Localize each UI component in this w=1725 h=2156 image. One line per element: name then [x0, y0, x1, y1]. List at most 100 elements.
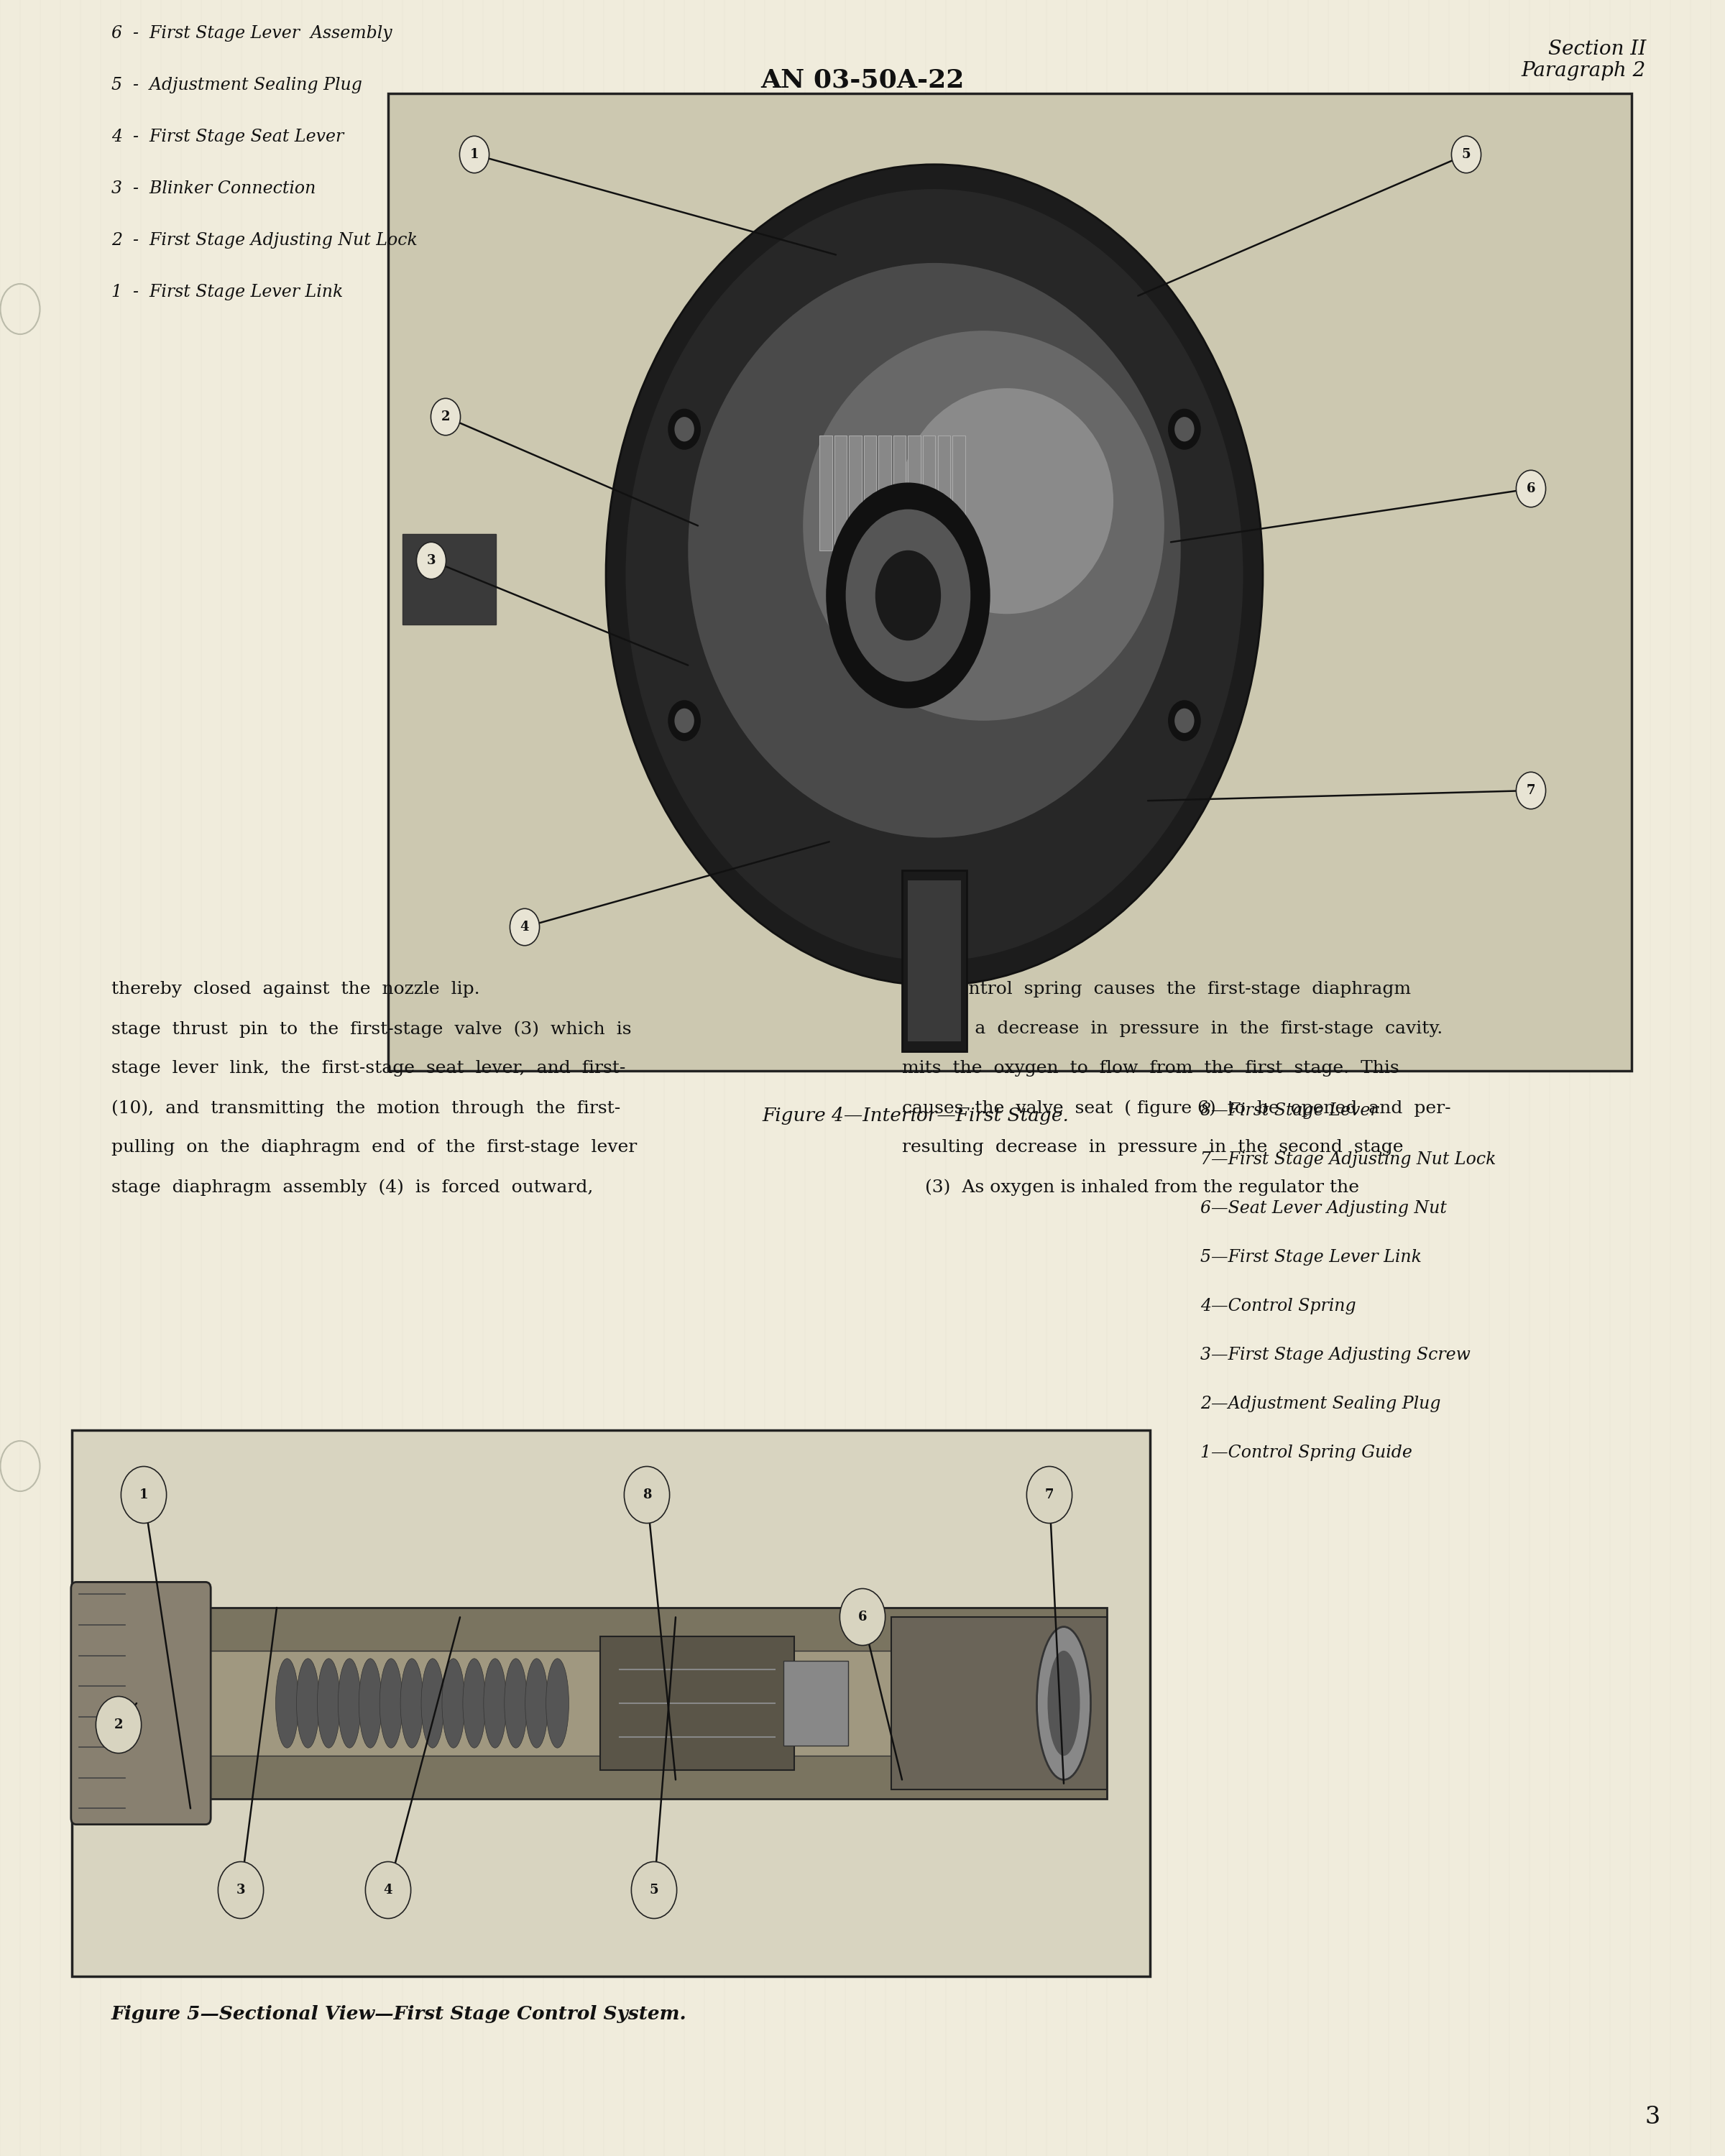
Text: 2: 2 [442, 410, 450, 423]
Ellipse shape [1168, 701, 1201, 742]
Text: resulting  decrease  in  pressure  in  the  second  stage: resulting decrease in pressure in the se… [902, 1138, 1404, 1156]
Bar [819, 436, 831, 550]
Bar [878, 436, 892, 550]
Ellipse shape [1516, 772, 1546, 808]
Text: 6: 6 [857, 1611, 868, 1623]
Text: 1: 1 [469, 149, 480, 162]
Ellipse shape [297, 1658, 319, 1749]
Ellipse shape [511, 908, 540, 946]
Ellipse shape [317, 1658, 340, 1749]
Ellipse shape [804, 330, 1164, 720]
Ellipse shape [97, 1697, 141, 1753]
Bar [783, 1660, 849, 1746]
Ellipse shape [421, 1658, 443, 1749]
Text: 3: 3 [426, 554, 436, 567]
Ellipse shape [380, 1658, 402, 1749]
Ellipse shape [0, 285, 40, 334]
Text: 6  -  First Stage Lever  Assembly: 6 - First Stage Lever Assembly [112, 26, 392, 41]
Ellipse shape [547, 1658, 569, 1749]
Text: 3: 3 [236, 1884, 245, 1897]
Text: 6—Seat Lever Adjusting Nut: 6—Seat Lever Adjusting Nut [1201, 1201, 1447, 1216]
Bar [923, 436, 935, 550]
Ellipse shape [845, 509, 971, 681]
Ellipse shape [400, 1658, 423, 1749]
Ellipse shape [668, 410, 700, 451]
Ellipse shape [504, 1658, 528, 1749]
Text: stage  diaphragm  assembly  (4)  is  forced  outward,: stage diaphragm assembly (4) is forced o… [112, 1179, 593, 1197]
Ellipse shape [524, 1658, 549, 1749]
Ellipse shape [1175, 416, 1194, 442]
Text: (3)  As oxygen is inhaled from the regulator the: (3) As oxygen is inhaled from the regula… [902, 1179, 1359, 1197]
Ellipse shape [0, 1440, 40, 1492]
Bar [849, 436, 861, 550]
Bar [907, 436, 921, 550]
Bar [938, 436, 950, 550]
Bar [892, 1617, 1107, 1789]
Text: Figure 5—Sectional View—First Stage Control System.: Figure 5—Sectional View—First Stage Cont… [112, 2005, 687, 2022]
Bar [159, 1651, 1064, 1755]
Ellipse shape [674, 709, 693, 733]
Bar [388, 93, 1632, 1072]
Bar [894, 436, 906, 550]
Text: 6: 6 [1527, 483, 1535, 496]
Ellipse shape [1168, 410, 1201, 451]
Ellipse shape [459, 136, 490, 172]
Text: Figure 4—Interior—First Stage.: Figure 4—Interior—First Stage. [762, 1106, 1070, 1125]
Ellipse shape [1451, 136, 1482, 172]
Ellipse shape [431, 399, 461, 436]
Ellipse shape [416, 541, 447, 580]
Ellipse shape [605, 164, 1263, 985]
Ellipse shape [1047, 1651, 1080, 1755]
Text: The  control  spring  causes  the  first-stage  diaphragm: The control spring causes the first-stag… [902, 981, 1411, 998]
Text: 3—First Stage Adjusting Screw: 3—First Stage Adjusting Screw [1201, 1348, 1470, 1363]
Bar [835, 436, 847, 550]
Bar [907, 880, 961, 1041]
Text: stage  lever  link,  the  first-stage  seat  lever,  and  first-: stage lever link, the first-stage seat l… [112, 1061, 626, 1076]
Ellipse shape [483, 1658, 507, 1749]
Text: 7: 7 [1045, 1488, 1054, 1501]
Ellipse shape [674, 416, 693, 442]
Text: 4: 4 [383, 1884, 393, 1897]
Text: thereby  closed  against  the  nozzle  lip.: thereby closed against the nozzle lip. [112, 981, 480, 998]
Text: 1—Control Spring Guide: 1—Control Spring Guide [1201, 1445, 1413, 1462]
Text: 1: 1 [140, 1488, 148, 1501]
Ellipse shape [1037, 1628, 1090, 1779]
Ellipse shape [462, 1658, 486, 1749]
Ellipse shape [624, 1466, 669, 1524]
Ellipse shape [121, 1466, 167, 1524]
Text: AN 03-50A-22: AN 03-50A-22 [761, 69, 964, 93]
Text: 2—Adjustment Sealing Plug: 2—Adjustment Sealing Plug [1201, 1395, 1440, 1412]
Ellipse shape [217, 1861, 264, 1919]
Ellipse shape [442, 1658, 466, 1749]
Ellipse shape [1175, 709, 1194, 733]
Ellipse shape [338, 1658, 361, 1749]
Bar [952, 436, 964, 550]
Bar [72, 1429, 1151, 1977]
Text: 1  -  First Stage Lever Link: 1 - First Stage Lever Link [112, 285, 343, 300]
Bar [902, 871, 966, 1052]
Ellipse shape [276, 1658, 298, 1749]
Text: 2: 2 [114, 1718, 122, 1731]
Bar [864, 436, 876, 550]
FancyBboxPatch shape [71, 1583, 210, 1824]
Text: 4  -  First Stage Seat Lever: 4 - First Stage Seat Lever [112, 129, 343, 144]
Ellipse shape [626, 190, 1244, 962]
Text: causes  the  valve  seat  ( figure 6)  to  be  opened  and  per-: causes the valve seat ( figure 6) to be … [902, 1100, 1451, 1117]
Text: 4: 4 [521, 921, 530, 934]
Text: pulling  on  the  diaphragm  end  of  the  first-stage  lever: pulling on the diaphragm end of the firs… [112, 1138, 637, 1156]
Bar [600, 1636, 794, 1770]
Ellipse shape [359, 1658, 381, 1749]
Bar [116, 1608, 1107, 1798]
Ellipse shape [875, 550, 940, 640]
Text: (10),  and  transmitting  the  motion  through  the  first-: (10), and transmitting the motion throug… [112, 1100, 621, 1117]
Text: 5—First Stage Lever Link: 5—First Stage Lever Link [1201, 1248, 1421, 1266]
Ellipse shape [366, 1861, 411, 1919]
Text: Section II: Section II [1547, 39, 1646, 58]
Ellipse shape [840, 1589, 885, 1645]
Text: mits  the  oxygen  to  flow  from  the  first  stage.  This: mits the oxygen to flow from the first s… [902, 1061, 1399, 1076]
Text: Paragraph 2: Paragraph 2 [1521, 60, 1646, 80]
Ellipse shape [826, 483, 990, 709]
Text: 7—First Stage Adjusting Nut Lock: 7—First Stage Adjusting Nut Lock [1201, 1151, 1496, 1169]
Ellipse shape [1026, 1466, 1073, 1524]
Ellipse shape [688, 263, 1180, 839]
